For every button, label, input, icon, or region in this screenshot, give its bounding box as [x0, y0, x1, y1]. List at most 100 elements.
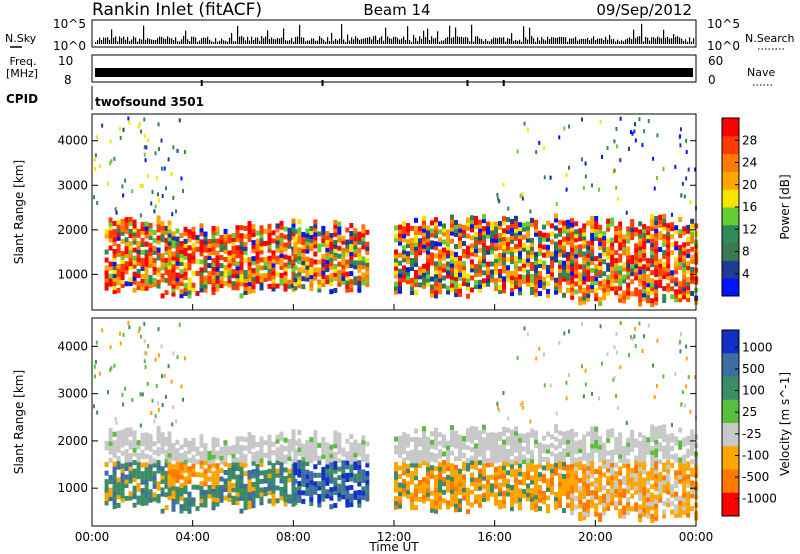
velocity-cell — [267, 439, 272, 445]
power-cell — [658, 222, 663, 228]
velocity-cell — [293, 448, 298, 454]
power-cell — [124, 241, 129, 247]
power-cell — [211, 262, 216, 268]
power-cell — [618, 277, 623, 283]
power-cell — [550, 267, 554, 273]
power-cell — [112, 273, 117, 279]
velocity-cell — [530, 496, 534, 502]
power-cell — [115, 210, 118, 215]
velocity-cell — [160, 344, 163, 349]
power-cell — [534, 255, 538, 261]
velocity-cell — [450, 442, 454, 448]
velocity-cell — [175, 419, 178, 424]
velocity-cell — [104, 483, 109, 489]
velocity-cell — [287, 477, 292, 483]
velocity-cell — [271, 488, 276, 494]
velocity-cell — [486, 496, 490, 502]
power-cell — [287, 235, 292, 241]
power-cell — [554, 217, 558, 223]
power-cell — [502, 240, 506, 246]
power-cell — [590, 243, 595, 249]
power-cell — [156, 279, 161, 285]
power-cell — [590, 275, 595, 281]
power-cell — [570, 286, 575, 292]
power-cell — [247, 237, 252, 243]
power-cell — [434, 265, 438, 271]
velocity-cell — [156, 430, 161, 436]
power-cell — [658, 274, 663, 280]
velocity-cell — [104, 445, 109, 451]
power-cell — [638, 293, 643, 299]
power-cell — [510, 246, 514, 252]
power-cell — [410, 257, 414, 263]
power-cell — [666, 247, 671, 253]
velocity-cell — [305, 482, 310, 488]
power-cell — [646, 238, 651, 244]
velocity-cell — [293, 478, 298, 484]
power-cell — [478, 263, 482, 269]
velocity-cell — [446, 474, 450, 480]
velocity-cell — [650, 458, 655, 464]
velocity-cell — [542, 495, 546, 501]
nsky-bar — [139, 38, 141, 44]
power-cell — [558, 251, 562, 257]
velocity-cell — [558, 456, 562, 462]
nsky-bar — [205, 37, 207, 44]
power-cell — [164, 186, 167, 191]
power-cell — [349, 251, 354, 257]
power-cell — [235, 261, 240, 267]
nsky-bar — [345, 41, 347, 44]
power-cell — [498, 273, 502, 279]
velocity-cell — [641, 349, 644, 354]
power-cell — [293, 257, 298, 263]
velocity-cell — [510, 442, 514, 448]
power-cell — [309, 230, 314, 236]
power-cell — [243, 273, 248, 279]
velocity-cell — [614, 483, 619, 489]
velocity-cell — [124, 466, 129, 472]
velocity-cell — [594, 503, 599, 509]
power-cell — [670, 226, 675, 232]
power-cell — [526, 257, 530, 263]
power-cell — [329, 233, 334, 239]
power-cell — [337, 225, 342, 231]
velocity-cell — [638, 479, 643, 485]
power-cell — [510, 226, 514, 232]
velocity-cell — [514, 434, 518, 440]
power-cell — [313, 275, 318, 281]
power-cell — [108, 237, 113, 243]
velocity-cell — [554, 453, 558, 459]
velocity-cell — [313, 485, 318, 491]
power-cell — [136, 284, 141, 290]
power-cell — [215, 230, 220, 236]
power-cell — [211, 278, 216, 284]
velocity-cell — [610, 458, 615, 464]
velocity-cell — [454, 507, 458, 513]
power-cell — [582, 243, 587, 249]
power-cell — [558, 283, 562, 289]
velocity-cell — [638, 449, 643, 455]
velocity-cell — [195, 446, 200, 452]
velocity-cell — [418, 450, 422, 456]
velocity-cell — [251, 439, 256, 445]
velocity-cell — [534, 464, 538, 470]
power-cell — [116, 271, 121, 277]
velocity-cell — [406, 472, 410, 478]
power-cell — [570, 294, 575, 300]
power-cell — [554, 281, 558, 287]
power-cell — [275, 259, 280, 265]
nsky-bar — [337, 40, 339, 44]
nsky-bar — [179, 41, 181, 44]
nsky-bar — [583, 38, 585, 44]
power-cell — [674, 293, 679, 299]
velocity-cell — [594, 443, 599, 449]
velocity-cell — [538, 446, 542, 452]
velocity-cell — [646, 445, 651, 451]
power-cell — [349, 287, 354, 293]
power-cell — [518, 222, 522, 228]
velocity-cell — [235, 495, 240, 501]
power-cell — [658, 230, 663, 236]
velocity-cell — [283, 454, 288, 460]
velocity-cell — [136, 444, 141, 450]
power-cell — [662, 249, 667, 255]
